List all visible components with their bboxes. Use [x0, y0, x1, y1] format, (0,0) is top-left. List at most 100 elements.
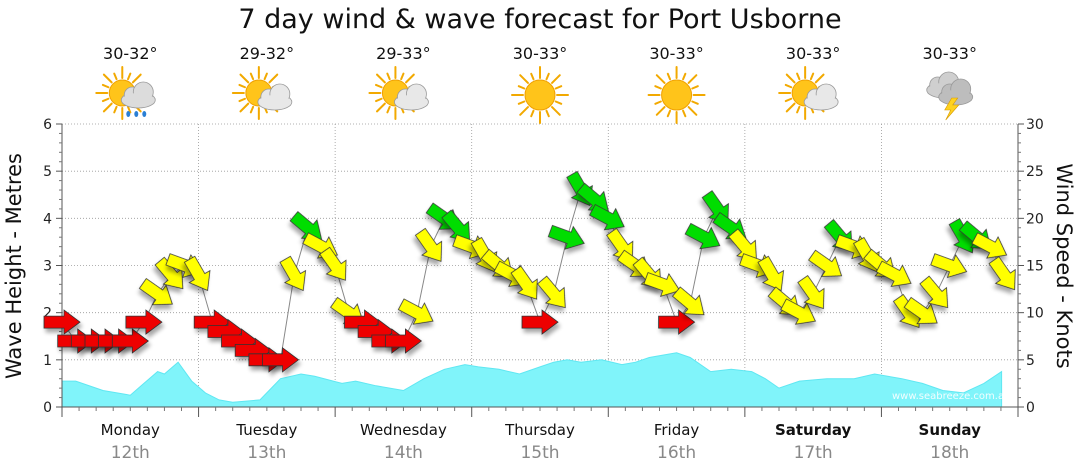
- wind-arrow: [279, 255, 307, 292]
- tick-label-right: 0: [1026, 400, 1035, 416]
- tick-label-left: 6: [43, 117, 52, 133]
- sun-ray: [551, 106, 561, 116]
- day-date-label: 18th: [930, 443, 970, 463]
- credit-watermark: www.seabreeze.com.au: [892, 391, 1011, 402]
- wind-arrow: [671, 286, 705, 316]
- wind-arrow-shape: [684, 222, 721, 250]
- wind-arrow-shape: [919, 275, 949, 309]
- wave-area: [61, 352, 1003, 408]
- sun-ray: [666, 109, 672, 118]
- wind-arrow: [384, 328, 423, 354]
- y-axis-right-title: Wind Speed - Knots: [1052, 163, 1076, 369]
- cloud-fill: [395, 95, 428, 109]
- sun-ray: [102, 102, 113, 113]
- sun-ray: [375, 97, 383, 103]
- wind-arrow-shape: [111, 328, 149, 354]
- sun-ray: [238, 83, 246, 89]
- sun-ray: [517, 85, 526, 90]
- tick-label-right: 25: [1026, 164, 1044, 180]
- day-date-label: 12th: [110, 443, 150, 463]
- sun-ray: [400, 72, 405, 81]
- wind-arrow-shape: [875, 260, 912, 287]
- wind-arrow-shape: [414, 227, 443, 262]
- sun-ray: [131, 73, 142, 84]
- wind-arrow: [43, 309, 81, 335]
- day-temperature: 30-33°: [512, 44, 568, 63]
- wind-arrow-shape: [521, 309, 559, 335]
- sun-ray: [102, 73, 113, 84]
- sun-ray: [101, 83, 110, 89]
- wind-arrow-shape: [262, 346, 300, 373]
- sun-ray: [405, 73, 415, 84]
- wind-arrow: [547, 224, 585, 250]
- wind-arrow-shape: [43, 309, 81, 335]
- sun-ray: [554, 85, 563, 90]
- wind-arrow: [319, 246, 347, 281]
- wind-arrow-shape: [547, 224, 585, 250]
- tick-label-right: 5: [1026, 353, 1035, 369]
- sun-ray: [554, 100, 563, 105]
- wind-arrow-shape: [384, 328, 423, 354]
- tick-label-right: 10: [1026, 306, 1044, 322]
- sun-ray: [517, 100, 526, 105]
- sun-cloud-icon: [778, 66, 839, 120]
- day-name-label: Friday: [653, 421, 700, 439]
- sun-ray: [519, 74, 529, 84]
- sun-ray: [682, 109, 687, 118]
- wind-arrow-shape: [138, 278, 173, 306]
- day-temperature: 30-33°: [785, 44, 841, 63]
- wind-arrow-shape: [279, 255, 307, 292]
- wind-arrow: [397, 298, 434, 325]
- sun-ray: [249, 105, 255, 114]
- wind-arrow: [797, 275, 825, 310]
- wind-arrow: [521, 309, 559, 335]
- chart-title: 7 day wind & wave forecast for Port Usbo…: [238, 4, 842, 35]
- wind-arrow: [919, 275, 949, 309]
- cloud: [257, 83, 293, 111]
- cloud-fill: [939, 90, 972, 104]
- sun-ray: [784, 83, 793, 89]
- sun-ray: [375, 83, 383, 89]
- sun-ray: [113, 72, 118, 81]
- wind-arrow: [414, 227, 443, 262]
- wind-arrow-shape: [808, 249, 843, 277]
- wind-arrow-shape: [183, 255, 211, 292]
- day-name-label: Saturday: [774, 421, 852, 439]
- sun-ray: [239, 102, 250, 113]
- sun-ray: [654, 85, 662, 90]
- wind-arrow-shape: [671, 286, 705, 316]
- tick-label-left: 3: [43, 259, 52, 275]
- wind-arrow: [589, 204, 625, 231]
- sun-ray: [682, 72, 687, 81]
- wind-arrow-shape: [397, 298, 434, 325]
- day-name-label: Sunday: [918, 421, 981, 439]
- sun-ray: [376, 73, 386, 84]
- rain-drop: [134, 111, 139, 117]
- tick-label-right: 30: [1026, 117, 1044, 133]
- wind-arrows: [43, 170, 1016, 373]
- wind-arrow-shape: [780, 298, 816, 325]
- wind-arrow-shape: [125, 309, 163, 335]
- sun-ray: [376, 102, 386, 113]
- wind-arrow: [183, 255, 211, 292]
- day-temperature: 30-33°: [649, 44, 704, 63]
- wind-arrow: [536, 275, 566, 309]
- sun-ray: [263, 72, 268, 81]
- sun-ray: [545, 72, 550, 81]
- day-date-label: 17th: [793, 443, 833, 463]
- sun-icon: [647, 66, 706, 124]
- sun-ray: [654, 100, 662, 105]
- sun-ray: [687, 106, 698, 116]
- wind-arrow-shape: [988, 256, 1016, 291]
- wave-height-area: [61, 352, 1003, 408]
- day-name-label: Tuesday: [236, 421, 298, 439]
- sun-icon: [511, 66, 569, 124]
- wind-arrow: [125, 309, 163, 335]
- axes: 0 1 2 3 4 5 6 0 5 10 15 20 25 30: [43, 117, 1044, 417]
- tick-label-left: 4: [43, 211, 52, 227]
- sun-ray: [268, 73, 279, 84]
- rain-drop: [126, 111, 131, 117]
- wind-arrow-shape: [643, 272, 681, 297]
- wind-arrow: [658, 309, 696, 335]
